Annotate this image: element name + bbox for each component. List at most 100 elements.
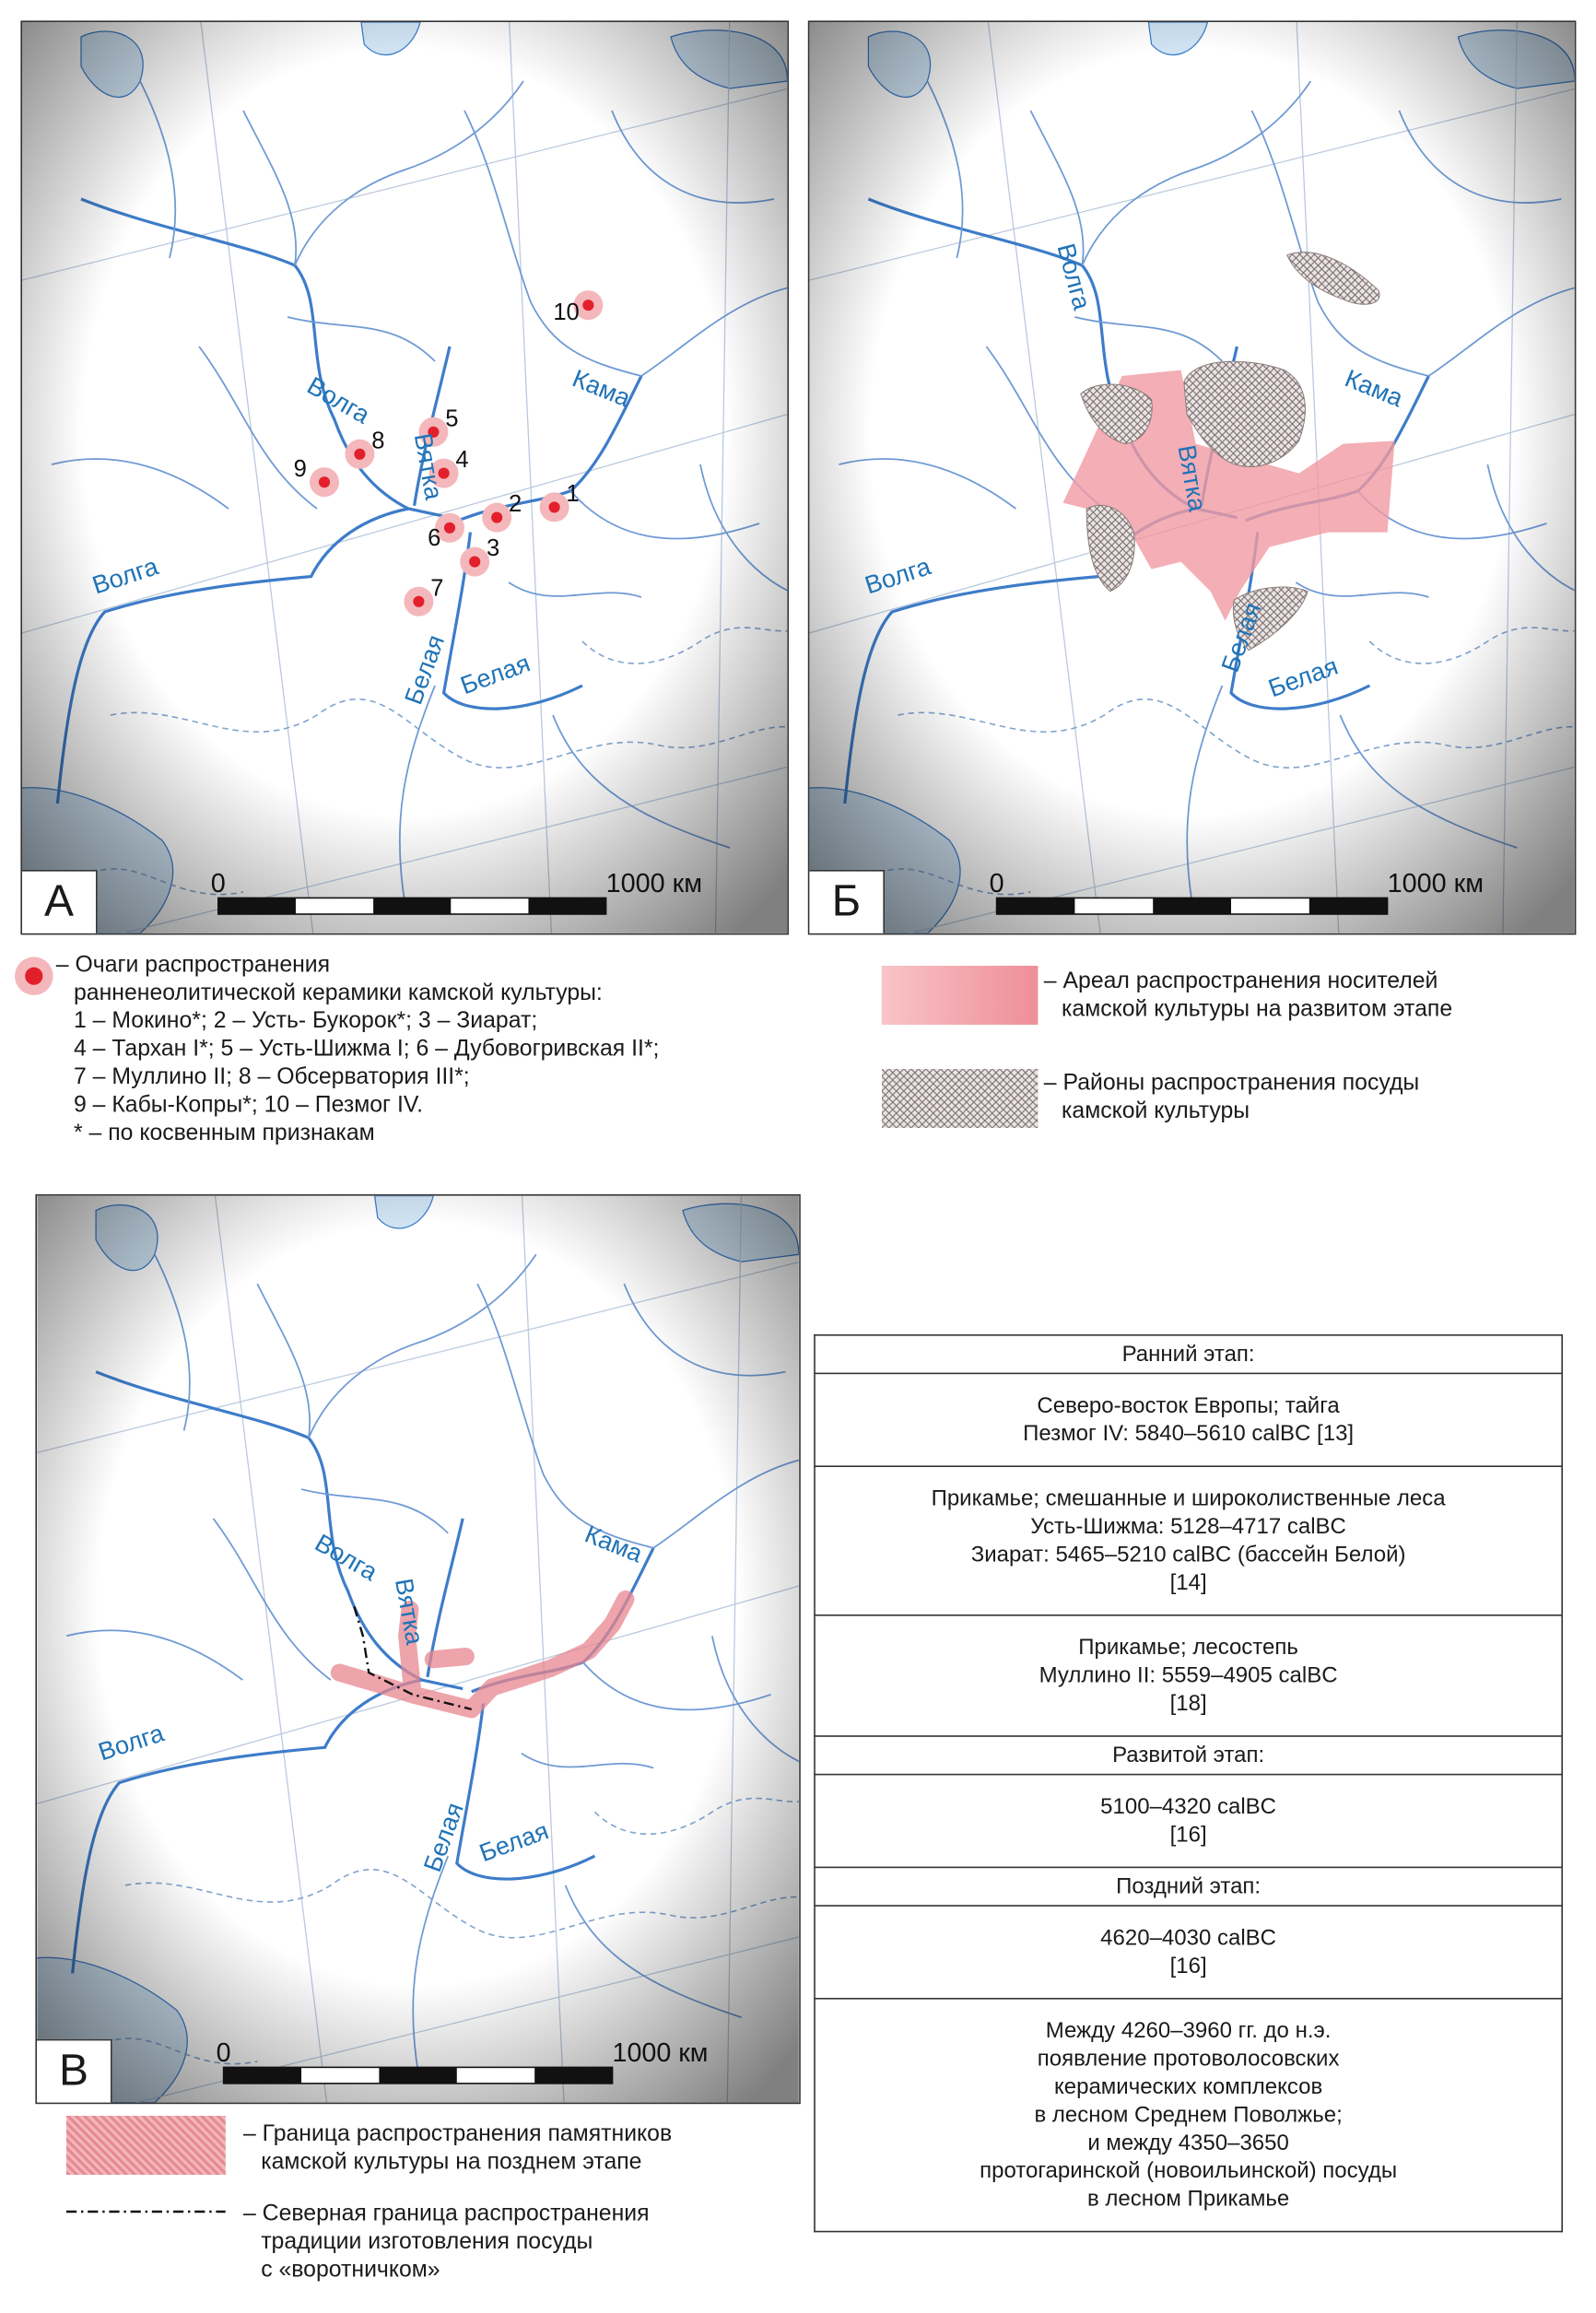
panel-letter-a: А: [22, 870, 98, 933]
legend-a-line: 7 – Муллино II; 8 – Обсерватория III*;: [74, 1064, 470, 1090]
table-cell: 4620–4030 calBC [16]: [814, 1905, 1564, 2000]
map-b: Волга Вятка Кама Волга Белая Белая 0 100…: [809, 22, 1575, 933]
table-cell: Северо-восток Европы; тайга Пезмог IV: 58…: [814, 1372, 1564, 1468]
scale-segment: [1153, 898, 1231, 914]
legend-v-line: с «воротничком»: [261, 2257, 440, 2283]
legend-a: – Очаги распространения ранненеолитическ…: [12, 951, 660, 1147]
scale-zero: 0: [217, 2038, 231, 2068]
scale-segment: [996, 898, 1075, 914]
pink-area-swatch: [881, 966, 1039, 1025]
map-panel-b: Волга Вятка Кама Волга Белая Белая 0 100…: [807, 20, 1577, 935]
table-cell: Прикамье; смешанные и широколиственные л…: [814, 1465, 1564, 1616]
table-row: Развитой этап:: [814, 1735, 1564, 1776]
site-marker: 3: [460, 535, 499, 577]
pink-border-swatch: [66, 2116, 226, 2175]
site-marker-number: 7: [430, 575, 443, 601]
table-cell-line: Ранний этап:: [1121, 1342, 1255, 1368]
table-cell-line: Северо-восток Европы; тайга: [1037, 1393, 1340, 1419]
table-cell-line: Муллино II: 5559–4905 calBC: [1039, 1662, 1338, 1688]
map-panel-a: 1 2 3 4 5 6 7 8 9 10 Волга Вятка Кама Волга Белая…: [20, 20, 789, 935]
table-cell: Развитой этап:: [814, 1735, 1564, 1776]
site-marker: 8: [345, 428, 384, 469]
site-marker-number: 8: [371, 428, 384, 453]
table-cell-line: [18]: [1169, 1691, 1207, 1717]
scale-max: 1000 км: [606, 869, 702, 898]
table-row: Между 4260–3960 гг. до н.э. появление про…: [814, 1998, 1564, 2233]
late-stage-border: [330, 1590, 635, 1719]
scale-segment: [528, 898, 606, 914]
table-cell-line: Между 4260–3960 гг. до н.э.: [1045, 2018, 1332, 2044]
site-marker: 5: [418, 405, 458, 447]
table-cell-line: появление протоволосовских: [1037, 2046, 1340, 2072]
panel-letter-b: Б: [809, 870, 885, 933]
table-cell-line: Прикамье; лесостепь: [1078, 1635, 1298, 1661]
table-cell: 5100–4320 calBC [16]: [814, 1773, 1564, 1869]
table-cell-line: [16]: [1169, 1954, 1207, 1979]
site-marker-number: 9: [294, 456, 307, 482]
table-cell-line: Пезмог IV: 5840–5610 calBC [13]: [1023, 1421, 1355, 1447]
legend-a-line: – Очаги распространения: [55, 952, 331, 978]
table-cell-line: 5100–4320 calBC: [1100, 1794, 1276, 1820]
legend-b-line: – Ареал распространения носителей: [1043, 969, 1438, 994]
scale-bar: [217, 897, 607, 915]
site-marker-number: 3: [487, 535, 499, 561]
table-cell-line: в лесном Среднем Поволжье;: [1034, 2102, 1343, 2128]
site-marker: 10: [553, 290, 604, 325]
table-cell: Ранний этап:: [814, 1334, 1564, 1375]
legend-b: – Ареал распространения носителей камско…: [881, 966, 1590, 1143]
site-marker: 4: [428, 447, 469, 488]
scale-segment: [217, 898, 296, 914]
red-dot-icon: [15, 957, 53, 995]
site-marker-number: 5: [445, 405, 458, 431]
vignette: [37, 1195, 799, 2103]
site-marker-number: 2: [509, 491, 522, 517]
site-marker: 9: [294, 456, 339, 498]
table-cell-line: и между 4350–3650: [1087, 2131, 1289, 2156]
map-v: Волга Вятка Кама Волга Белая Белая 0 100…: [37, 1195, 800, 2103]
northern-border-dashdot: [353, 1606, 473, 1711]
legend-a-line: * – по косвенным признакам: [74, 1121, 375, 1146]
legend-a-line: 1 – Мокино*; 2 – Усть- Букорок*; 3 – Зиа…: [74, 1008, 538, 1034]
chronology-table: Ранний этап: Северо-восток Европы; тайга П…: [814, 1334, 1564, 2233]
table-row: Ранний этап:: [814, 1334, 1564, 1375]
legend-a-line: 9 – Кабы-Копры*; 10 – Пезмог IV.: [74, 1092, 424, 1118]
table-cell-line: [14]: [1169, 1570, 1207, 1596]
legend-v-line: – Граница распространения памятников: [243, 2121, 673, 2147]
legend-v-line: камской культуры на позднем этапе: [261, 2149, 642, 2175]
scale-segment: [534, 2067, 613, 2084]
table-row: Прикамье; смешанные и широколиственные л…: [814, 1465, 1564, 1616]
panel-letter-v: В: [37, 2038, 112, 2103]
vignette: [22, 22, 788, 933]
scale-bar: [222, 2066, 614, 2084]
table-cell: Между 4260–3960 гг. до н.э. появление про…: [814, 1998, 1564, 2233]
site-marker-number: 1: [566, 481, 579, 507]
scale-zero: 0: [211, 869, 226, 898]
site-marker-number: 4: [455, 447, 468, 473]
map-panel-v: Волга Вятка Кама Волга Белая Белая 0 100…: [35, 1194, 801, 2105]
legend-b-line: – Районы распространения посуды: [1043, 1070, 1420, 1096]
table-row: 4620–4030 calBC [16]: [814, 1905, 1564, 2000]
table-cell-line: Зиарат: 5465–5210 calBC (бассейн Белой): [970, 1542, 1406, 1567]
dash-dot-line-swatch: [66, 2210, 226, 2213]
table-row: 5100–4320 calBC [16]: [814, 1773, 1564, 1869]
site-marker: 7: [404, 575, 443, 616]
scale-segment: [373, 898, 452, 914]
table-cell-line: в лесном Прикамье: [1086, 2186, 1290, 2212]
legend-v: – Граница распространения памятников кам…: [66, 2116, 833, 2307]
site-marker: 2: [482, 491, 522, 533]
legend-b-line: камской культуры: [1062, 1098, 1250, 1124]
table-cell: Прикамье; лесостепь Муллино II: 5559–4905…: [814, 1614, 1564, 1737]
legend-a-line: 4 – Тархан I*; 5 – Усть-Шижма I; 6 – Дуб…: [74, 1036, 660, 1062]
table-cell-line: Поздний этап:: [1116, 1873, 1262, 1899]
scale-max: 1000 км: [613, 2038, 709, 2068]
site-marker-number: 10: [553, 299, 579, 325]
table-row: Поздний этап:: [814, 1866, 1564, 1907]
table-row: Прикамье; лесостепь Муллино II: 5559–4905…: [814, 1614, 1564, 1737]
table-row: Северо-восток Европы; тайга Пезмог IV: 58…: [814, 1372, 1564, 1468]
legend-v-line: – Северная граница распространения: [243, 2201, 650, 2226]
legend-a-line: ранненеолитической керамики камской куль…: [74, 980, 603, 1006]
table-cell-line: протогаринской (новоильинской) посуды: [980, 2158, 1398, 2184]
site-marker: 6: [428, 512, 464, 551]
